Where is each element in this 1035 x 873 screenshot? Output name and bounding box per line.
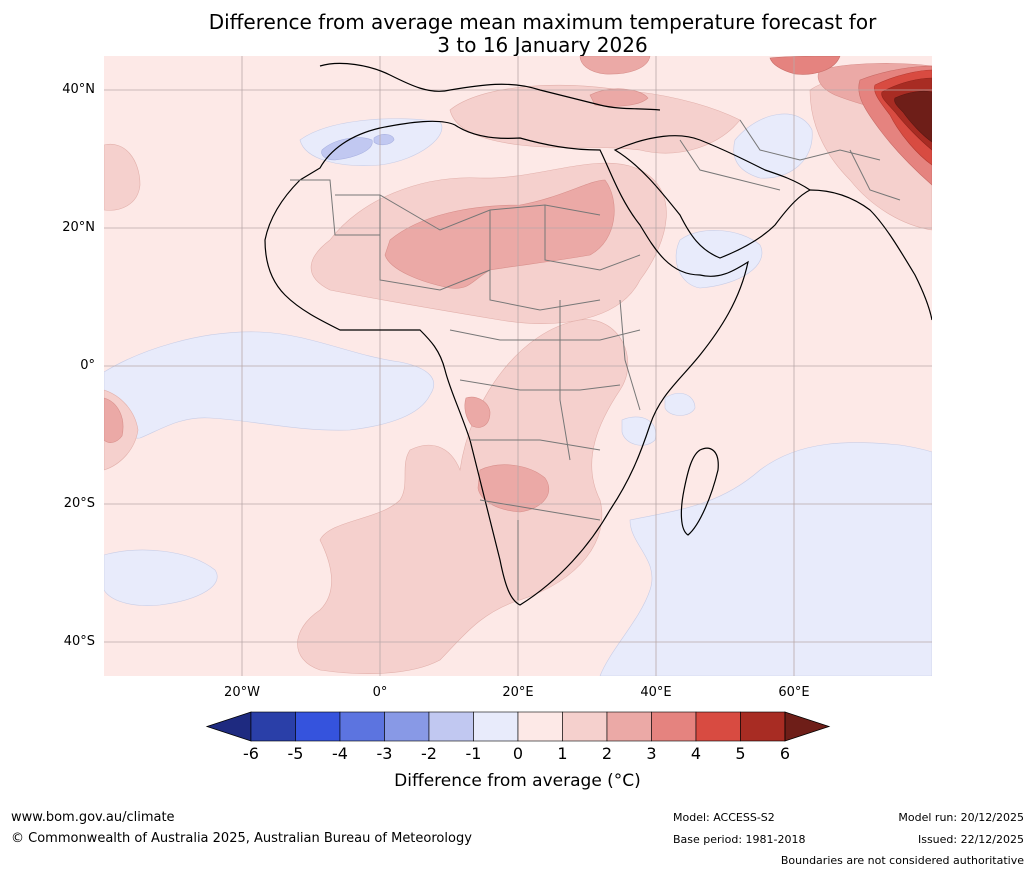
anomaly-cool-arabian-sea [675,230,763,289]
colorbar-segment [740,711,786,742]
map-title-line-1: Difference from average mean maximum tem… [208,10,877,34]
forecast-map [104,56,932,676]
anomaly-cold-atlas [321,137,373,161]
arabia-coastline [613,135,812,259]
colorbar-title: Difference from average (°C) [394,771,641,791]
colorbar-tick-label: 2 [601,744,613,763]
europe-coastline [319,62,661,111]
lat-label-20s: 20°S [63,496,95,511]
colorbar-tick-label: -3 [376,744,393,763]
colorbar-over-arrow [784,711,831,742]
colorbar-tick-label: -1 [465,744,482,763]
anomaly-cool-madagascar-east [664,393,696,416]
colorbar-tick-label: -4 [332,744,348,763]
colorbar-segment [295,711,341,742]
colorbar-segment [250,711,296,742]
lon-label-60e: 60°E [778,685,810,700]
anomaly-hot-brazil [104,397,124,443]
anomaly-cool-south-atlantic [104,549,218,606]
footer-copyright: © Commonwealth of Australia 2025, Austra… [11,831,472,846]
footer-disclaimer: Boundaries are not considered authoritat… [780,854,1024,867]
south-asia-coastline [809,189,932,321]
colorbar-segment [384,711,430,742]
lat-label-20n: 20°N [62,220,95,235]
africa-coastline [264,120,749,606]
footer-model-run: Model run: 20/12/2025 [898,811,1024,824]
lon-label-20w: 20°W [224,685,260,700]
anomaly-hot-black-sea [579,56,651,75]
anomaly-very-hot-caucasus [769,56,841,75]
country-borders [290,119,901,600]
anomaly-hot-congo [464,396,491,428]
colorbar-segment [651,711,697,742]
colorbar [205,711,831,742]
map-title-line-2: 3 to 16 January 2026 [437,33,648,57]
footer-base-period: Base period: 1981-2018 [673,833,806,846]
colorbar-tick-label: 0 [512,744,524,763]
anomaly-cool-iran [733,113,813,179]
lon-label-40e: 40°E [640,685,672,700]
colorbar-segment [339,711,385,742]
footer-issued: Issued: 22/12/2025 [917,833,1024,846]
anomaly-cool-mozambique-channel [621,416,657,446]
colorbar-segment [606,711,652,742]
lat-label-40n: 40°N [62,82,95,97]
colorbar-tick-label: -2 [421,744,437,763]
colorbar-segment [562,711,608,742]
lat-label-0: 0° [80,358,95,373]
graticule [104,56,932,676]
lon-label-20e: 20°E [502,685,534,700]
anomaly-cool-indian-ocean [599,442,932,676]
colorbar-segment [473,711,519,742]
colorbar-tick-label: 6 [779,744,791,763]
footer-model: Model: ACCESS-S2 [673,811,775,824]
colorbar-segment [695,711,741,742]
colorbar-under-arrow [205,711,252,742]
colorbar-tick-label: 5 [735,744,746,763]
colorbar-segment [428,711,474,742]
colorbar-tick-label: -5 [287,744,304,763]
lon-label-0: 0° [372,685,388,700]
anomaly-cold-atlas-east [373,134,395,146]
colorbar-segment [517,711,563,742]
footer-url[interactable]: www.bom.gov.au/climate [11,810,175,825]
colorbar-tick-label: 3 [646,744,657,763]
anomaly-warm-west-atlantic [104,143,141,211]
lat-label-40s: 40°S [63,634,95,649]
madagascar-coastline [680,447,719,536]
colorbar-tick-label: 1 [557,744,568,763]
colorbar-tick-label: 4 [690,744,702,763]
anomaly-cool-equatorial-atlantic [104,331,435,439]
colorbar-tick-label: -6 [243,744,259,763]
anomaly-peak-central-asia [894,90,932,143]
